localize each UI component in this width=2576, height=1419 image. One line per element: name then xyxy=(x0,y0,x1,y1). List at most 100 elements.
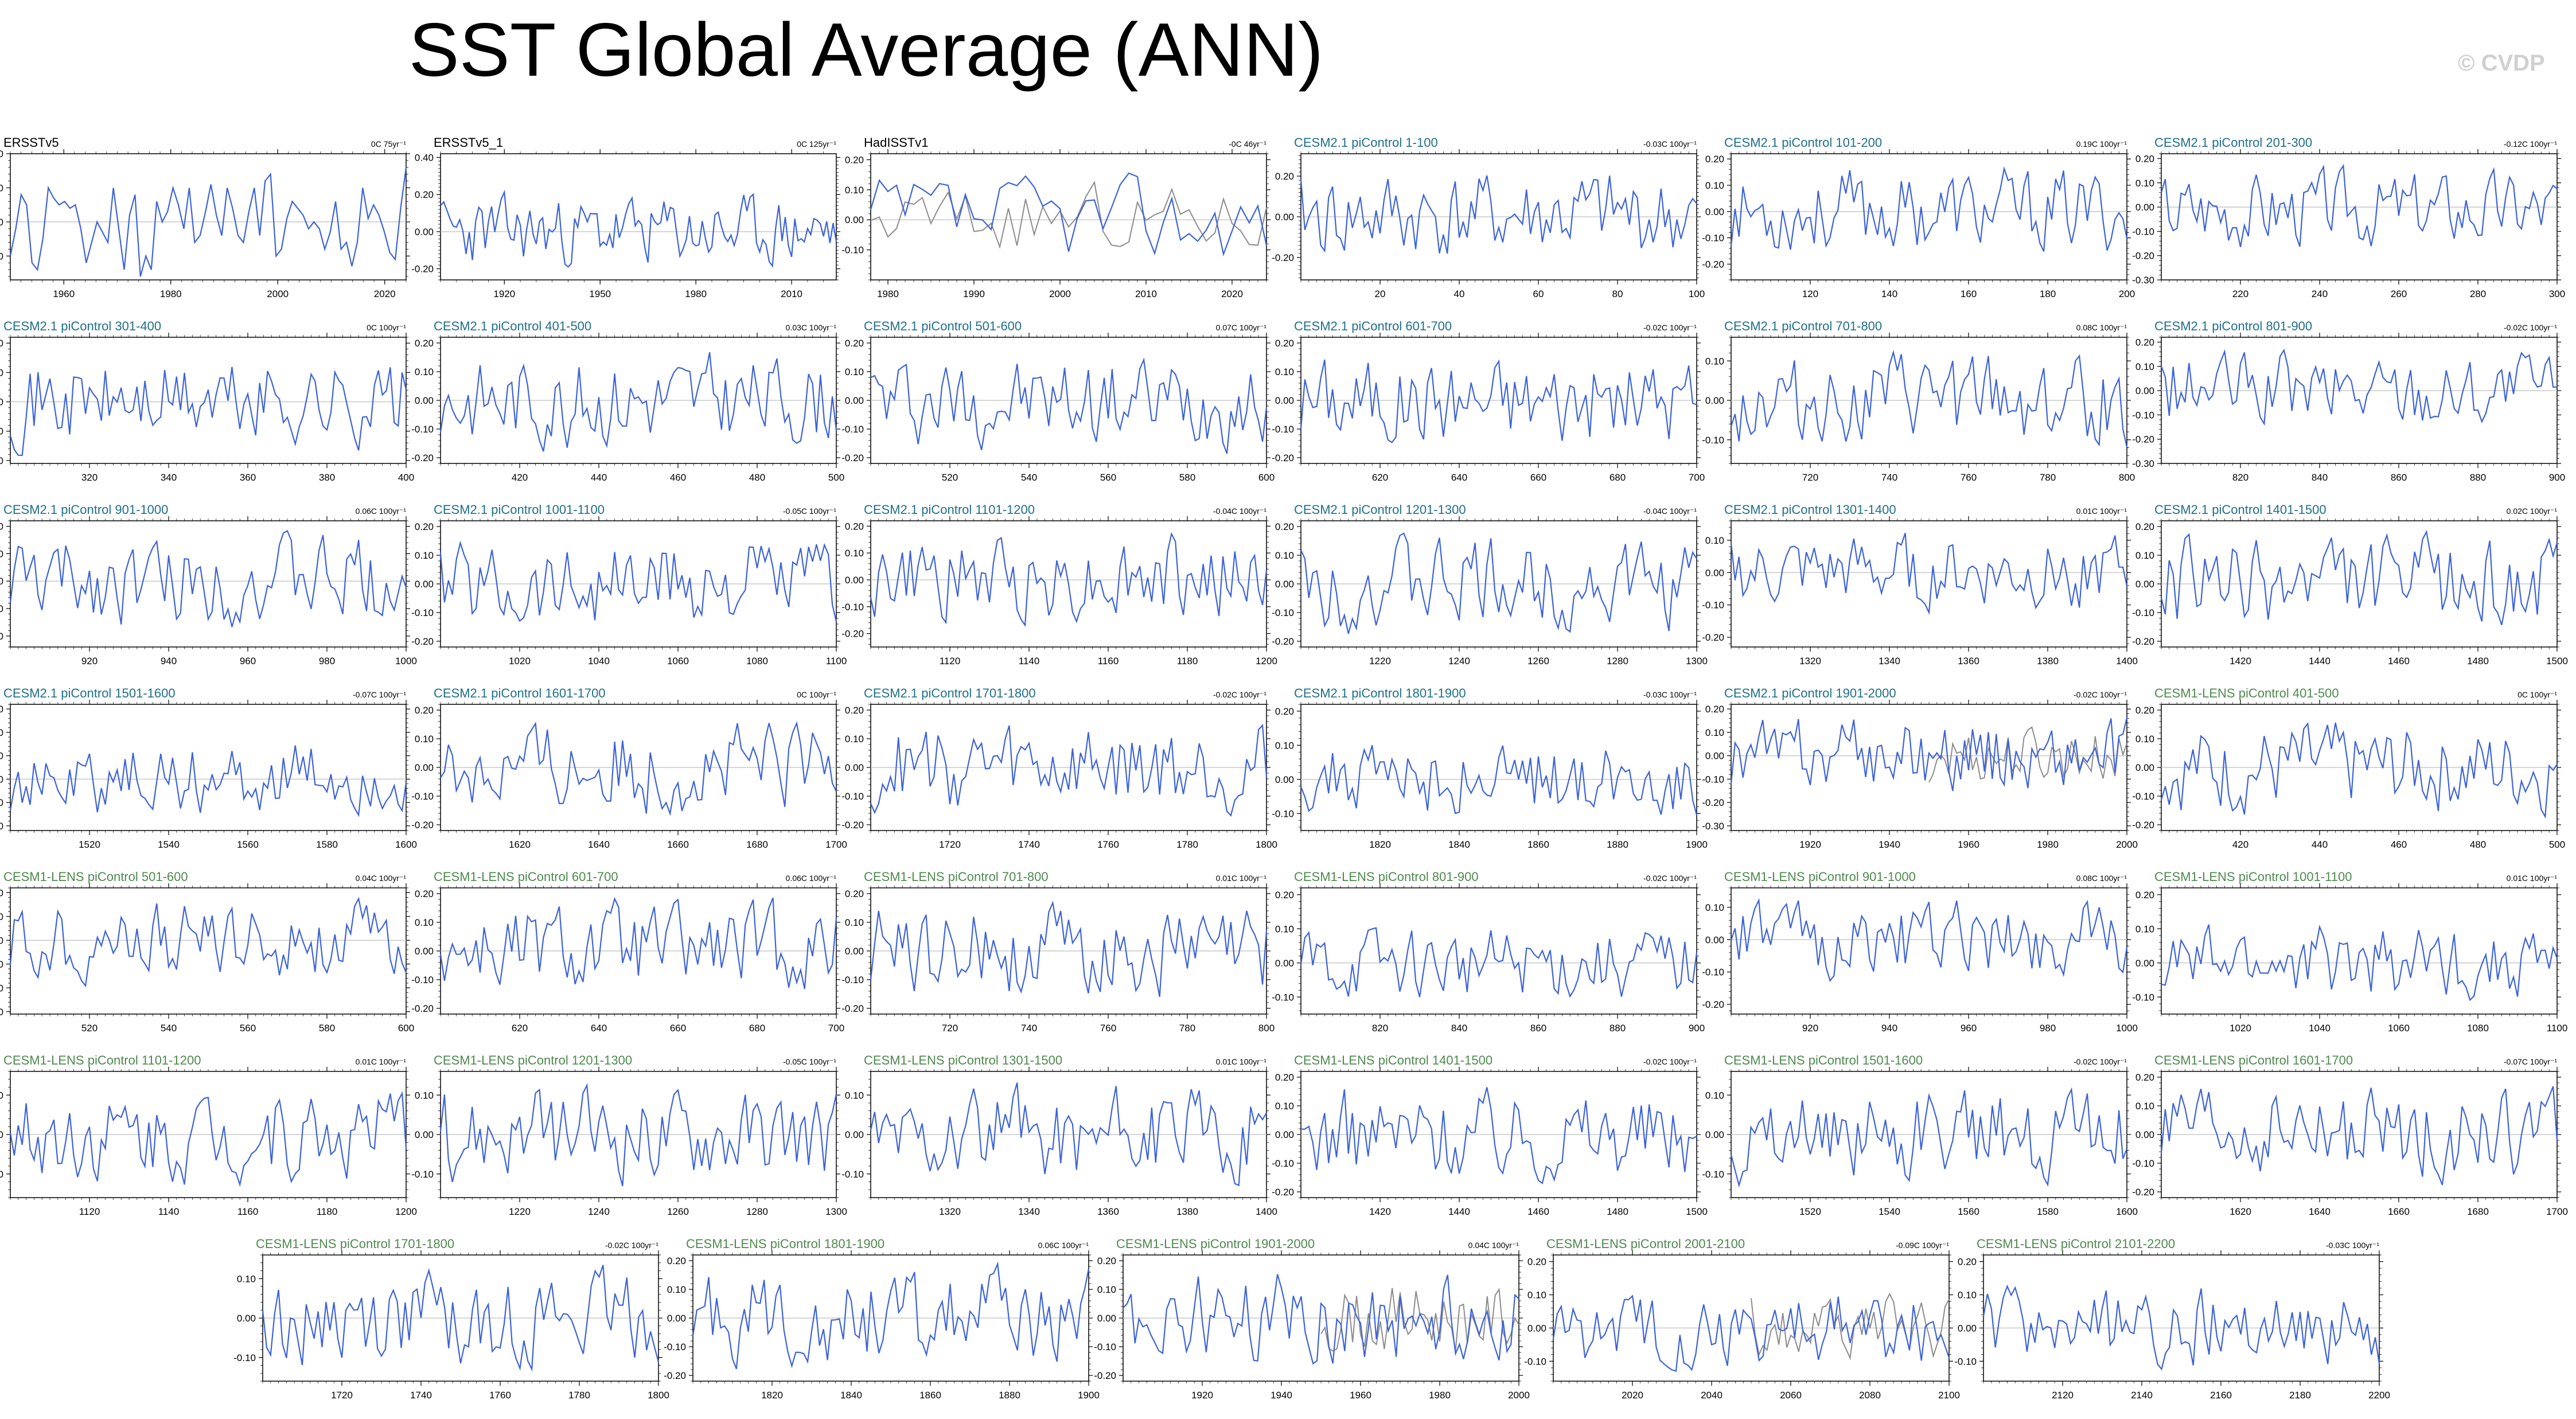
x-tick-label: 680 xyxy=(749,1023,765,1034)
y-tick-label: 0.00 xyxy=(1275,958,1294,969)
model-series-line xyxy=(9,367,407,456)
trend-label: -0.02C 100yr⁻¹ xyxy=(2504,323,2557,332)
x-tick-label: 620 xyxy=(1372,472,1388,483)
x-tick-label: 540 xyxy=(1021,472,1037,483)
y-tick-label: 0.00 xyxy=(415,395,434,406)
y-tick-label: -0.10 xyxy=(1272,808,1294,819)
trend-label: 0.03C 100yr⁻¹ xyxy=(786,323,837,332)
x-tick-label: 800 xyxy=(2119,472,2135,483)
x-tick-label: 1340 xyxy=(1879,656,1900,666)
y-tick-label: 0.00 xyxy=(845,215,864,225)
model-series-line xyxy=(2160,529,2558,626)
chart-panel: CESM2.1 piControl 1101-1200 -0.04C 100yr⁻… xyxy=(841,502,1277,666)
x-tick-label: 880 xyxy=(1609,1023,1626,1034)
panel-title: CESM1-LENS piControl 501-600 xyxy=(3,870,188,884)
y-tick-label: -0.10 xyxy=(841,602,864,613)
y-tick-label: 0.00 xyxy=(415,579,434,590)
x-tick-label: 220 xyxy=(2232,289,2248,299)
y-tick-label: -0.10 xyxy=(2132,607,2154,618)
y-tick-label: -0.30 xyxy=(1702,821,1724,832)
x-tick-label: 1980 xyxy=(2037,839,2059,850)
plot-frame xyxy=(870,153,1267,280)
trend-label: -0.02C 100yr⁻¹ xyxy=(1643,323,1697,332)
y-tick-label: -0.30 xyxy=(0,1007,3,1018)
y-tick-label: 0.10 xyxy=(845,917,864,928)
y-tick-label: 0.10 xyxy=(1275,923,1294,934)
x-tick-label: 1280 xyxy=(1607,656,1628,666)
x-tick-label: 500 xyxy=(828,472,844,483)
y-tick-label: -0.20 xyxy=(1272,453,1294,463)
trend-label: 0C 75yr⁻¹ xyxy=(371,139,406,149)
trend-label: -0.04C 100yr⁻¹ xyxy=(1213,506,1266,516)
x-tick-label: 280 xyxy=(2470,289,2486,299)
panel-title: CESM2.1 piControl 601-700 xyxy=(1294,319,1452,333)
x-tick-label: 1440 xyxy=(2309,656,2331,666)
model-series-line xyxy=(870,724,1268,817)
panel-title: CESM2.1 piControl 1801-1900 xyxy=(1294,686,1466,700)
y-tick-label: 0.20 xyxy=(0,338,3,349)
x-tick-label: 240 xyxy=(2312,289,2328,299)
y-tick-label: -0.20 xyxy=(841,629,864,640)
x-tick-label: 1220 xyxy=(1369,656,1391,666)
x-tick-label: 780 xyxy=(2040,472,2056,483)
y-tick-label: 0.00 xyxy=(1705,567,1724,578)
x-tick-label: 1520 xyxy=(79,839,100,850)
x-tick-label: 2000 xyxy=(2116,839,2138,850)
y-tick-label: 0.00 xyxy=(415,762,434,773)
x-tick-label: 540 xyxy=(161,1023,177,1034)
y-tick-label: -0.20 xyxy=(411,636,434,647)
x-tick-label: 600 xyxy=(398,1023,414,1034)
plot-frame xyxy=(2161,153,2558,280)
trend-label: 0.06C 100yr⁻¹ xyxy=(356,506,407,516)
chart-panel: CESM2.1 piControl 601-700 -0.02C 100yr⁻¹ 0… xyxy=(1272,319,1705,483)
y-tick-label: 0.20 xyxy=(0,887,3,898)
y-tick-label: 0.00 xyxy=(1275,212,1294,223)
x-tick-label: 620 xyxy=(512,1023,528,1034)
y-tick-label: 0.00 xyxy=(1275,395,1294,406)
x-tick-label: 2020 xyxy=(374,289,396,299)
model-series-line xyxy=(1300,359,1697,443)
y-tick-label: -0.10 xyxy=(411,791,434,802)
panel-title: CESM2.1 piControl 1501-1600 xyxy=(3,686,176,700)
x-tick-label: 1160 xyxy=(1098,656,1119,666)
x-tick-label: 1720 xyxy=(939,839,961,850)
x-tick-label: 80 xyxy=(1612,289,1623,299)
y-tick-label: 0.20 xyxy=(845,154,864,165)
y-tick-label: 0.10 xyxy=(0,367,3,378)
x-tick-label: 2010 xyxy=(781,289,802,299)
chart-panel: CESM2.1 piControl 301-400 0C 100yr⁻¹ 0.20 0… xyxy=(0,319,414,483)
x-tick-label: 120 xyxy=(1802,289,1818,299)
copyright-watermark: © CVDP xyxy=(2458,50,2545,76)
y-tick-label: 0.10 xyxy=(1705,727,1724,738)
x-tick-label: 1820 xyxy=(1369,839,1391,850)
x-tick-label: 740 xyxy=(1021,1023,1037,1034)
trend-label: 0C 100yr⁻¹ xyxy=(2517,690,2557,699)
chart-panel: CESM2.1 piControl 1301-1400 0.01C 100yr⁻¹… xyxy=(1702,502,2138,666)
x-tick-label: 1100 xyxy=(826,656,847,666)
y-tick-label: -0.20 xyxy=(411,264,434,275)
x-tick-label: 720 xyxy=(942,1023,958,1034)
trend-label: -0.04C 100yr⁻¹ xyxy=(1643,506,1697,516)
x-tick-label: 1920 xyxy=(1799,839,1821,850)
trend-label: 0C 100yr⁻¹ xyxy=(797,690,836,699)
y-tick-label: 0.00 xyxy=(1705,206,1724,217)
x-tick-label: 520 xyxy=(942,472,958,483)
x-tick-label: 960 xyxy=(240,656,256,666)
y-tick-label: 0.00 xyxy=(415,946,434,957)
x-tick-label: 20 xyxy=(1375,289,1386,299)
y-tick-label: 0.20 xyxy=(1275,706,1294,717)
y-tick-label: 0.20 xyxy=(2135,705,2154,716)
y-tick-label: -0.20 xyxy=(0,631,3,642)
x-tick-label: 940 xyxy=(161,656,177,666)
panel-title: CESM2.1 piControl 1401-1500 xyxy=(2154,502,2326,517)
x-tick-label: 660 xyxy=(670,1023,686,1034)
y-tick-label: 0.10 xyxy=(1705,180,1724,191)
x-tick-label: 1580 xyxy=(316,839,338,850)
figure-title: SST Global Average (ANN) xyxy=(408,7,1324,92)
y-tick-label: 0.20 xyxy=(415,705,434,716)
y-tick-label: 0.20 xyxy=(2135,521,2154,532)
panel-title: CESM2.1 piControl 501-600 xyxy=(864,319,1022,333)
x-tick-label: 1600 xyxy=(395,839,417,850)
chart-panel: CESM2.1 piControl 1-100 -0.03C 100yr⁻¹ 0.2… xyxy=(1272,135,1705,299)
x-tick-label: 460 xyxy=(2391,839,2407,850)
